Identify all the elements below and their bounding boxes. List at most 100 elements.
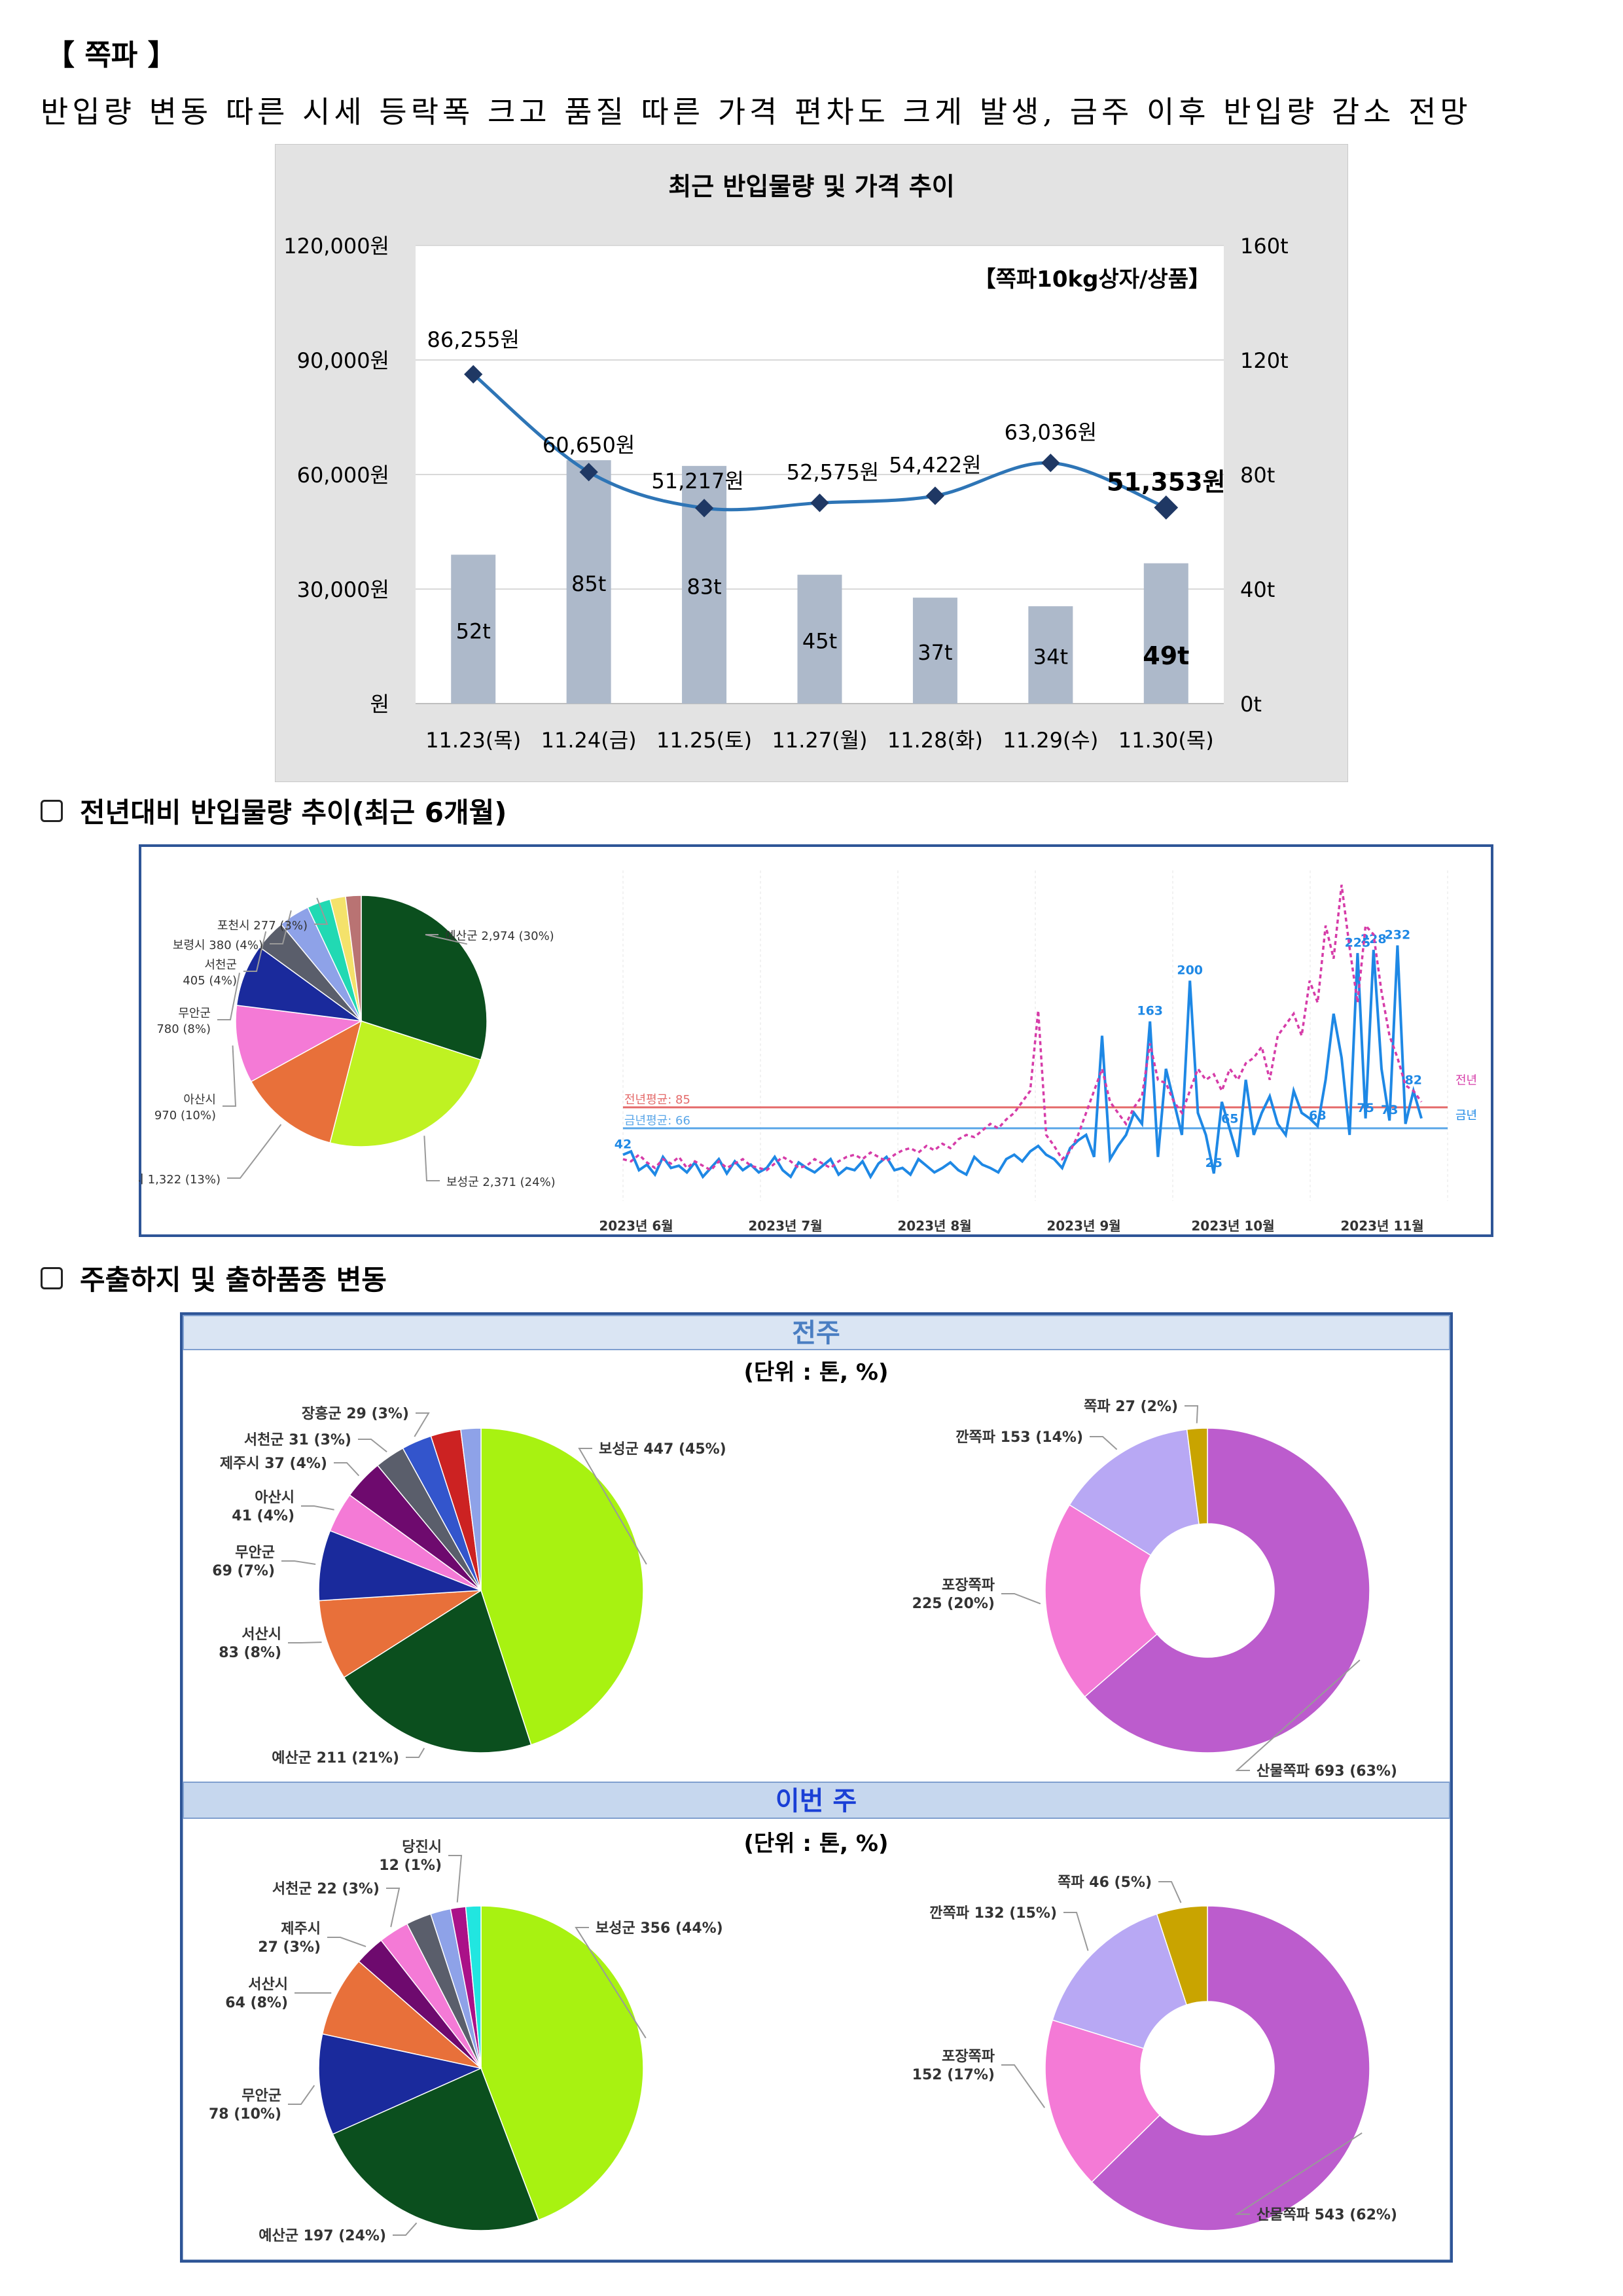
pie-leader-line [217,973,241,1020]
pie-slice-label: 서산시 [241,1626,281,1643]
pie-leader-line [334,1462,360,1477]
pie-slice-label: 제주시 [281,1921,321,1937]
pie-slice [480,1905,644,2221]
x-axis: 11.23(목) 11.24(금) 11.25(토) 11.27(월) 11.28(화)… [425,728,1214,753]
price-label: 51,353원 [1107,467,1226,496]
pie-slice-label: 보성군 356 (44%) [596,1920,723,1937]
volume-bar [1028,606,1073,704]
checkbox-icon [41,799,63,822]
data-label: 65 [1221,1112,1238,1126]
pie-leader-line [358,1439,387,1453]
price-marker [1041,454,1060,473]
price-label: 60,650원 [543,433,635,457]
pie-slice [332,2067,540,2231]
pie-slice-label: 깐쪽파 132 (15%) [929,1905,1057,1922]
pie-slice-label: 78 (10%) [209,2106,281,2123]
data-label: 232 [1385,927,1411,942]
pie-slice-label: 무안군 [178,1007,211,1020]
pie-slice [1186,1427,1208,1525]
summary-text: 반입량 변동 따른 시세 등락폭 크고 품질 따른 가격 편차도 크게 발생, … [41,94,1472,130]
x-tick-label: 2023년 8월 [897,1218,971,1234]
pie-slice [343,1589,532,1753]
y-axis-left: 원 30,000원 60,000원 90,000원 120,000원 [283,234,389,717]
price-label: 54,422원 [889,453,981,478]
price-label: 51,217원 [651,469,743,493]
y-left-tick-label: 원 [370,692,389,717]
volume-bar-label: 49t [1143,641,1189,670]
pie-leader-line [448,1855,463,1903]
pie-slice [480,1427,644,1746]
heading-origin-text: 주출하지 및 출하품종 변동 [80,1264,387,1296]
previous-year-line [622,884,1423,1172]
pie-leader-line [1090,1436,1118,1450]
pie-leader-line [423,1136,440,1181]
data-label: 68 [1309,1109,1326,1123]
y-right-tick-label: 40t [1240,577,1275,602]
band-this-week-label: 이번 주 [776,1786,857,1816]
pie-slice-label: 보령시 380 (4%) [173,939,263,952]
checkbox-icon [41,1266,63,1289]
pie-slice [235,1005,363,1083]
pie-slice [345,895,362,1022]
pie-slice-label: 제주시 37 (4%) [220,1456,327,1472]
price-label: 86,255원 [427,327,520,352]
band-last-week [183,1315,1450,1350]
pie-slice-label: 포장쪽파 [942,1577,995,1594]
pie-leader-line [393,2222,418,2236]
data-label: 163 [1137,1004,1163,1018]
pie-slice-label: 서천군 [204,958,237,972]
price-label: 52,575원 [787,459,879,484]
pie-leader-line [243,931,267,972]
pie-slice-label: 예산군 211 (21%) [272,1750,399,1767]
reference-line-label: 전년평균: 85 [624,1093,690,1107]
pie-slice-label: 깐쪽파 153 (14%) [955,1429,1083,1446]
y-left-tick-label: 60,000원 [297,463,389,488]
pie-leader-line [1158,1881,1182,1903]
pie-slice [460,1427,482,1591]
pie-slice [1084,1427,1370,1753]
pie-slice-label: 포천시 277 (3%) [217,919,308,933]
y-left-tick-label: 120,000원 [283,234,389,259]
data-label: 200 [1177,963,1203,977]
pie-leader-line [314,897,329,925]
price-marker [810,493,829,512]
pie-slice-label: 예산군 197 (24%) [259,2228,386,2244]
pie-slice [1069,1429,1200,1556]
price-line-series: 86,255원 60,650원 51,217원 52,575원 54,422원 63,03… [427,327,1226,520]
pie-slice [318,1530,482,1602]
x-tick-label: 2023년 9월 [1046,1218,1120,1234]
price-marker [694,499,714,518]
x-tick-label: 2023년 6월 [599,1218,673,1234]
pie-slice-label: 83 (8%) [219,1645,281,1661]
pie-slice [329,1020,482,1147]
pie-leader-line [1185,1405,1199,1424]
pie-leader-line [406,1748,425,1758]
pie-slice-label: 무안군 [241,2088,281,2104]
unit-last-week: (단위 : 톤, %) [743,1359,888,1386]
y-axis-right: 0t 40t 80t 120t 160t [1240,234,1289,717]
volume-bar [1143,563,1188,704]
pie-leader-line [227,1124,282,1179]
data-label: 73 [1381,1103,1398,1117]
y-right-tick-label: 120t [1240,348,1289,373]
pie-slice [318,2033,483,2135]
pie-slice-label: 산물쪽파 543 (62%) [1257,2207,1397,2223]
pie-slice [1052,1913,1188,2049]
heading-origin: 주출하지 및 출하품종 변동 [41,1258,387,1298]
volume-bar-label: 45t [802,629,837,654]
pie-slice [1044,2019,1161,2183]
band-this-week [183,1782,1450,1819]
volume-bar-label: 85t [571,571,606,596]
pie-leader-line [301,1505,334,1511]
x-tick-label: 2023년 7월 [748,1218,822,1234]
x-tick-label: 11.25(토) [656,728,752,753]
origin-share-pie: 예산군 2,974 (30%) 보성군 2,371 (24%) 서산시 1,322 … [139,895,556,1189]
current-year-line [622,945,1423,1180]
chart-annotation: 【쪽파10kg상자/상품】 [974,266,1211,293]
pie-slice-label: 무안군 [235,1545,275,1561]
x-tick-label: 2023년 11월 [1340,1218,1423,1234]
pie-slice-label: 보성군 2,371 (24%) [446,1175,556,1189]
price-marker [1154,495,1179,520]
last-week-variety-donut: 산물쪽파 693 (63%) 포장쪽파 225 (20%) 깐쪽파 153 (14%)… [912,1399,1397,1780]
this-week-variety-donut: 산물쪽파 543 (62%) 포장쪽파 152 (17%) 깐쪽파 132 (15%)… [912,1874,1397,2231]
